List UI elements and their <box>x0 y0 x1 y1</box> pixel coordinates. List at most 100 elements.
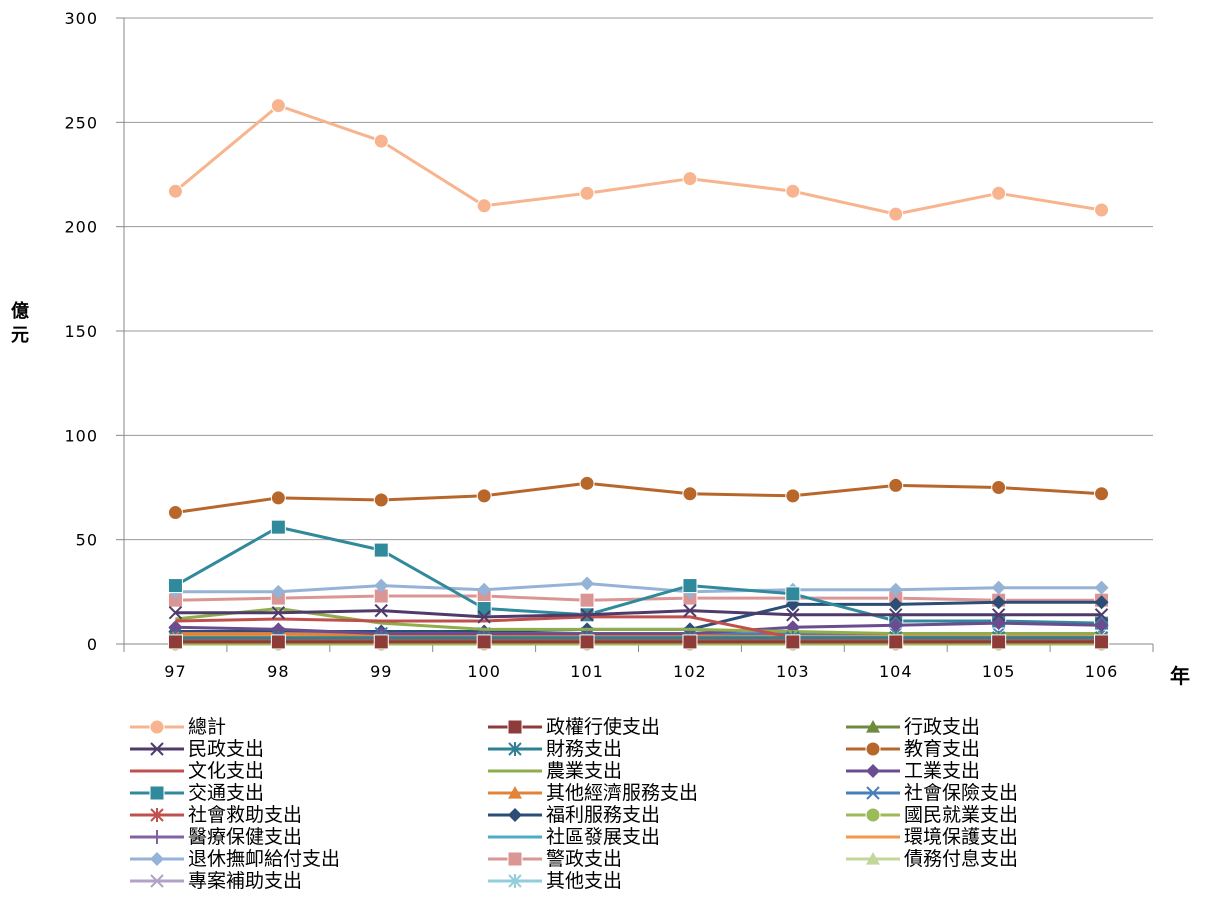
series-line <box>175 582 1102 594</box>
data-point <box>682 171 698 187</box>
legend-label: 行政支出 <box>904 716 981 738</box>
legend-item: 警政支出 <box>486 848 622 870</box>
legend-swatch-icon <box>130 808 184 822</box>
y-axis-label: 億元 <box>11 301 29 346</box>
legend-label: 財務支出 <box>546 738 623 760</box>
legend-item: 社區發展支出 <box>486 826 660 848</box>
legend-label: 國民就業支出 <box>904 804 1019 826</box>
line-chart: 0 50 100 150 200 250 300 97 98 99 100 101 102 103 104… <box>64 9 1154 681</box>
data-point <box>1094 202 1110 218</box>
legend-swatch-icon <box>846 720 900 733</box>
legend-swatch-icon <box>130 830 184 844</box>
data-point <box>270 98 286 114</box>
legend-item: 退休撫卹給付支出 <box>128 848 340 870</box>
legend-item: 福利服務支出 <box>486 804 660 826</box>
data-point <box>477 610 491 624</box>
legend-swatch-icon <box>130 742 184 756</box>
y-tick-label: 0 <box>87 635 98 654</box>
legend-swatch-icon <box>488 808 542 822</box>
data-point <box>785 183 801 199</box>
legend-marker-icon <box>866 764 880 778</box>
legend-swatch-icon <box>846 852 900 865</box>
data-point <box>682 486 698 502</box>
legend-swatch-icon <box>130 852 184 866</box>
legend-swatch-icon <box>846 741 900 757</box>
series-line <box>174 525 1102 625</box>
legend-item: 農業支出 <box>486 760 622 782</box>
data-point <box>167 578 183 594</box>
data-point <box>580 608 594 622</box>
legend-label: 政權行使支出 <box>546 716 661 738</box>
legend-marker-icon <box>150 742 164 756</box>
data-point <box>991 580 1006 595</box>
legend-marker-icon <box>150 874 164 888</box>
series-19 <box>168 576 1109 599</box>
data-point <box>476 601 492 617</box>
legend-item: 醫療保健支出 <box>128 826 302 848</box>
legend-item: 其他經濟服務支出 <box>486 782 698 804</box>
data-point <box>888 634 904 650</box>
x-tick-label: 97 <box>164 662 186 681</box>
data-point <box>373 542 389 558</box>
x-tick-label: 101 <box>570 662 604 681</box>
legend-swatch-icon <box>488 742 542 756</box>
legend-marker-icon <box>508 808 522 822</box>
data-point <box>888 582 903 597</box>
legend-marker-icon <box>149 785 165 801</box>
legend-item: 交通支出 <box>128 782 264 804</box>
legend-item: 環境保護支出 <box>844 826 1018 848</box>
y-tick-labels: 0 50 100 150 200 250 300 <box>64 9 98 654</box>
legend-item: 行政支出 <box>844 716 980 738</box>
series-4 <box>168 603 1109 624</box>
legend-item: 國民就業支出 <box>844 804 1018 826</box>
legend-swatch-icon <box>488 851 542 867</box>
data-point <box>991 595 1006 610</box>
legend-swatch-icon <box>488 769 542 773</box>
x-tick-labels: 97 98 99 100 101 102 103 104 105 106 <box>164 662 1119 681</box>
legend-label: 退休撫卹給付支出 <box>188 848 341 870</box>
legend-marker-icon <box>508 742 522 756</box>
data-point <box>889 608 903 622</box>
legend-label: 其他支出 <box>546 870 623 892</box>
legend-swatch-icon <box>130 874 184 888</box>
legend-label: 社會保險支出 <box>904 782 1019 804</box>
legend-label: 社會救助支出 <box>188 804 303 826</box>
data-point <box>1094 580 1109 595</box>
legend-swatch-icon <box>488 874 542 888</box>
series-line <box>175 621 1102 636</box>
data-point <box>579 185 595 201</box>
data-point <box>476 488 492 504</box>
legend-label: 專案補助支出 <box>188 870 303 892</box>
series-lines <box>167 98 1110 652</box>
legend-marker-icon <box>865 741 881 757</box>
legend-marker-icon <box>150 852 164 866</box>
data-point <box>888 618 903 633</box>
data-point <box>785 488 801 504</box>
data-point <box>991 480 1007 495</box>
data-point <box>888 477 904 493</box>
data-point <box>168 620 183 635</box>
data-point <box>476 634 492 650</box>
data-point <box>888 206 904 222</box>
y-tick-label: 300 <box>64 9 98 28</box>
x-axis-label: 年 <box>1170 664 1190 688</box>
legend-item: 社會保險支出 <box>844 782 1018 804</box>
data-point <box>682 578 698 594</box>
data-point <box>991 185 1007 201</box>
legend-label: 債務付息支出 <box>904 848 1019 870</box>
legend-swatch-icon <box>846 835 900 839</box>
data-point <box>168 605 183 620</box>
legend-swatch-icon <box>846 807 900 823</box>
x-tick-label: 106 <box>1085 662 1119 681</box>
legend-marker-icon <box>150 830 164 844</box>
data-point <box>374 603 388 618</box>
data-point <box>270 519 286 535</box>
legend-label: 社區發展支出 <box>546 826 661 848</box>
data-point <box>477 582 492 597</box>
legend-marker-icon <box>866 852 880 865</box>
data-point <box>476 198 492 214</box>
data-point <box>374 578 389 593</box>
y-tick-label: 100 <box>64 426 98 445</box>
legend-label: 工業支出 <box>904 760 981 782</box>
legend-marker-icon <box>507 851 523 867</box>
